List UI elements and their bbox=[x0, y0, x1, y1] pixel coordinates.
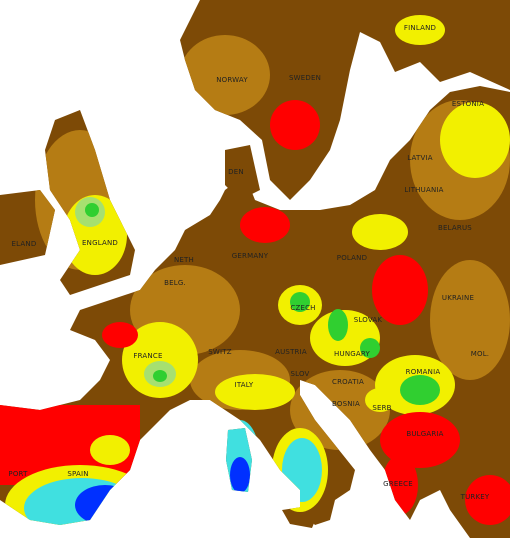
country-label: BELARUS bbox=[438, 224, 472, 232]
country-label: LITHUANIA bbox=[404, 186, 443, 194]
country-label: SWITZ bbox=[208, 348, 232, 356]
country-label: CZECH bbox=[290, 304, 315, 312]
country-labels: FINLAND NORWAY SWEDEN ESTONIA LATVIA LIT… bbox=[8, 24, 489, 501]
country-label: PORT bbox=[8, 470, 28, 478]
country-label: GREECE bbox=[383, 480, 413, 488]
country-label: NORWAY bbox=[216, 76, 248, 84]
country-label: FINLAND bbox=[404, 24, 436, 32]
country-label: AUSTRIA bbox=[275, 348, 307, 356]
country-label: HUNGARY bbox=[334, 350, 370, 358]
country-label: NETH bbox=[174, 256, 194, 264]
country-label: ELAND bbox=[12, 240, 37, 248]
country-label: SLOV bbox=[290, 370, 309, 378]
country-label: POLAND bbox=[337, 254, 367, 262]
country-label: SPAIN bbox=[67, 470, 88, 478]
country-label: BULGARIA bbox=[406, 430, 443, 438]
country-label: DEN bbox=[228, 168, 244, 176]
country-label: FRANCE bbox=[133, 352, 162, 360]
country-label: ENGLAND bbox=[82, 239, 118, 247]
country-label: UKRAINE bbox=[442, 294, 474, 302]
country-label: CROATIA bbox=[332, 378, 364, 386]
country-label: SWEDEN bbox=[289, 74, 321, 82]
country-label: ROMANIA bbox=[406, 368, 441, 376]
country-label: SERB bbox=[372, 404, 391, 412]
country-label: ITALY bbox=[235, 381, 254, 389]
country-label: ESTONIA bbox=[452, 100, 484, 108]
country-label: LATVIA bbox=[407, 154, 432, 162]
country-label: TURKEY bbox=[460, 493, 490, 501]
country-label: SLOVAK bbox=[354, 316, 383, 324]
country-label: GERMANY bbox=[232, 252, 269, 260]
country-label: MOL. bbox=[471, 350, 489, 358]
country-label: BOSNIA bbox=[332, 400, 360, 408]
country-label: BELG. bbox=[164, 279, 186, 287]
